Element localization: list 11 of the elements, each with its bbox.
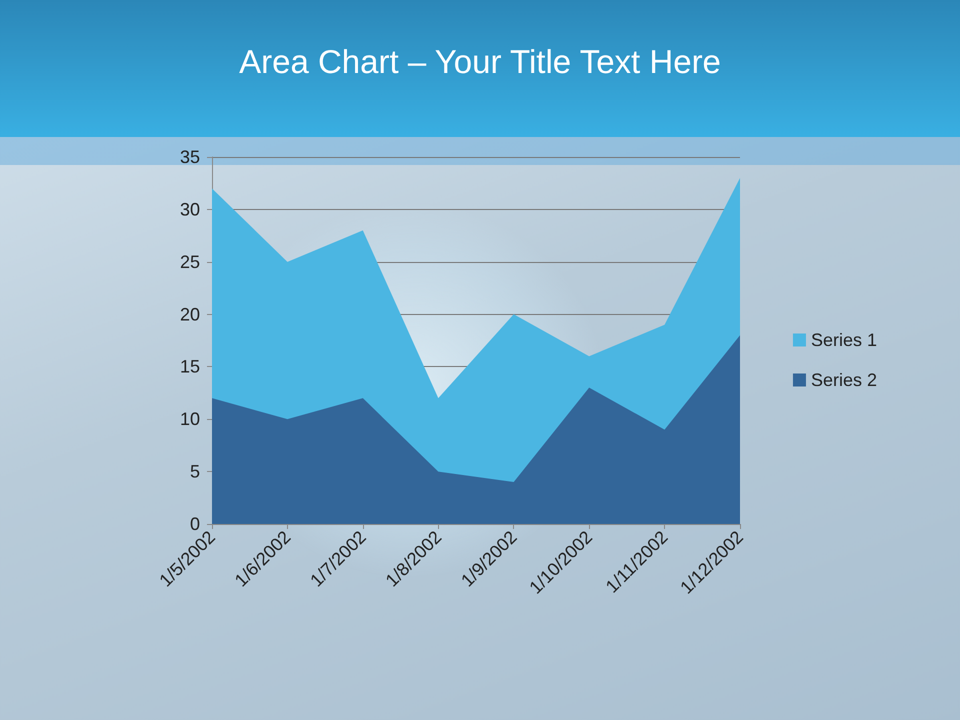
y-tick-label: 35 bbox=[180, 147, 200, 167]
y-tick-label: 15 bbox=[180, 356, 200, 377]
y-tick-label: 30 bbox=[180, 199, 200, 220]
legend-label: Series 1 bbox=[810, 330, 878, 350]
chart-title: Area Chart – Your Title Text Here bbox=[239, 43, 721, 80]
y-tick-label: 25 bbox=[180, 252, 200, 272]
y-tick-label: 20 bbox=[180, 304, 200, 324]
y-tick-label: 10 bbox=[180, 409, 200, 430]
y-tick-label: 5 bbox=[190, 462, 200, 482]
y-tick-label: 0 bbox=[190, 514, 200, 534]
legend-label: Series 2 bbox=[810, 370, 878, 390]
